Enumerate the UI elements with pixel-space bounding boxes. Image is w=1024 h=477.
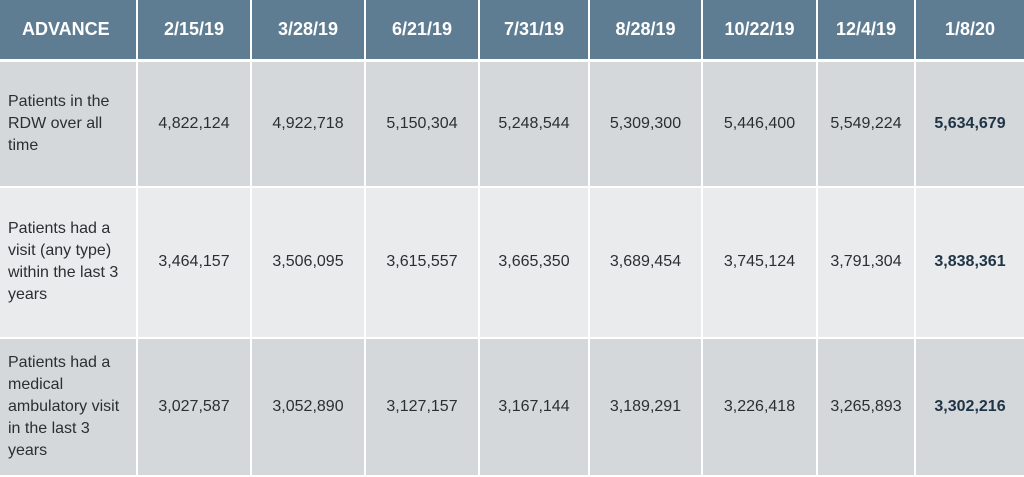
row-label: Patients had a visit (any type) within t…: [0, 186, 138, 339]
table-cell: 3,464,157: [137, 186, 252, 339]
table-cell: 3,127,157: [365, 337, 480, 477]
table-cell: 4,822,124: [137, 60, 252, 188]
table-cell: 3,052,890: [251, 337, 366, 477]
table-cell: 5,446,400: [702, 60, 818, 188]
table-cell: 3,506,095: [251, 186, 366, 339]
table-cell: 5,150,304: [365, 60, 480, 188]
column-header: 1/8/20: [915, 0, 1024, 62]
table-cell: 3,615,557: [365, 186, 480, 339]
latest-value-cell: 3,838,361: [915, 186, 1024, 339]
table-cell: 3,027,587: [137, 337, 252, 477]
column-header: 7/31/19: [479, 0, 590, 62]
column-header: 10/22/19: [702, 0, 818, 62]
table-cell: 4,922,718: [251, 60, 366, 188]
header-row: ADVANCE 2/15/19 3/28/19 6/21/19 7/31/19 …: [0, 0, 1024, 62]
column-header: 2/15/19: [137, 0, 252, 62]
table-cell: 3,665,350: [479, 186, 590, 339]
table-row: Patients in the RDW over all time 4,822,…: [0, 60, 1024, 188]
column-header: 3/28/19: [251, 0, 366, 62]
table-cell: 3,167,144: [479, 337, 590, 477]
column-header: 12/4/19: [817, 0, 916, 62]
table-cell: 5,248,544: [479, 60, 590, 188]
table-cell: 3,226,418: [702, 337, 818, 477]
table-row: Patients had a visit (any type) within t…: [0, 186, 1024, 339]
latest-value-cell: 3,302,216: [915, 337, 1024, 477]
table-cell: 5,549,224: [817, 60, 916, 188]
table-cell: 3,689,454: [589, 186, 703, 339]
row-label: Patients had a medical ambulatory visit …: [0, 337, 138, 477]
table-cell: 3,791,304: [817, 186, 916, 339]
table-cell: 3,189,291: [589, 337, 703, 477]
table-row: Patients had a medical ambulatory visit …: [0, 337, 1024, 477]
corner-header: ADVANCE: [0, 0, 138, 62]
row-label: Patients in the RDW over all time: [0, 60, 138, 188]
latest-value-cell: 5,634,679: [915, 60, 1024, 188]
table-cell: 5,309,300: [589, 60, 703, 188]
table-cell: 3,745,124: [702, 186, 818, 339]
column-header: 8/28/19: [589, 0, 703, 62]
table-cell: 3,265,893: [817, 337, 916, 477]
column-header: 6/21/19: [365, 0, 480, 62]
